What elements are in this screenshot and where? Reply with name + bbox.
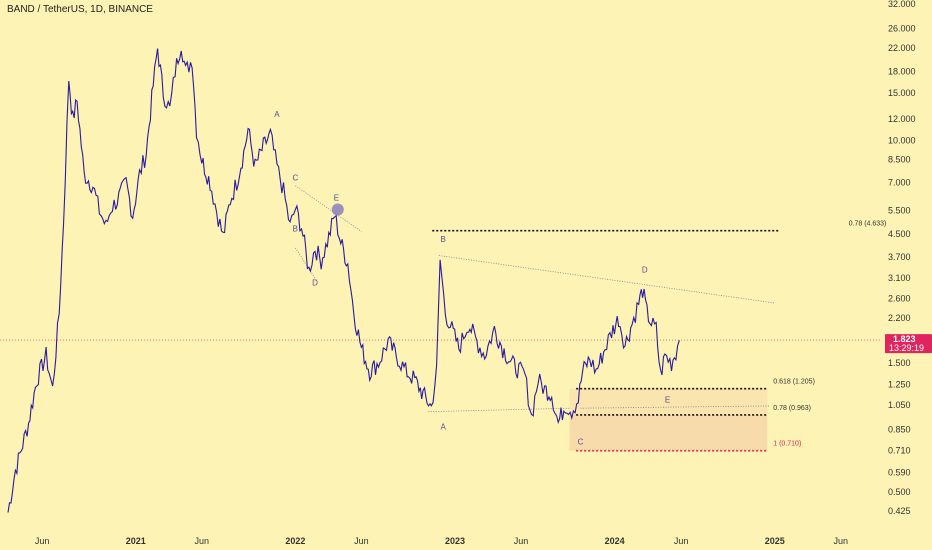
- x-tick-label: Jun: [674, 536, 689, 546]
- price-line: [7, 48, 680, 513]
- price-series: [7, 48, 680, 513]
- wave-label: D: [312, 279, 318, 288]
- wave-label: A: [441, 423, 447, 432]
- fib-level-label: 0.78 (4.633): [849, 221, 887, 228]
- y-tick-label: 2.600: [888, 293, 911, 303]
- y-tick-label: 1.500: [888, 358, 911, 368]
- y-tick-label: 2.200: [888, 313, 911, 323]
- y-tick-label: 0.500: [888, 487, 911, 497]
- y-tick-label: 1.050: [888, 400, 911, 410]
- zone-lower: [569, 414, 768, 451]
- y-tick-label: 3.700: [888, 252, 911, 262]
- y-tick-label: 5.500: [888, 206, 911, 216]
- wave-label: A: [274, 110, 280, 119]
- y-tick-label: 12.000: [888, 114, 916, 124]
- y-tick-label: 3.100: [888, 273, 911, 283]
- y-tick-label: 7.000: [888, 177, 911, 187]
- price-badge-value: 1.823: [893, 334, 916, 344]
- x-tick-label: 2021: [126, 536, 146, 546]
- y-tick-label: 10.000: [888, 135, 916, 145]
- wave-label: E: [334, 193, 339, 202]
- price-badge-countdown: 13:29:19: [889, 343, 924, 353]
- price-axis: 32.000 26.000 22.000 18.000 15.000 12.000 10.0…: [888, 0, 916, 516]
- trendline: [295, 247, 318, 282]
- y-tick-label: 22.000: [888, 43, 916, 53]
- wave-label: C: [578, 437, 584, 446]
- fib-level-label: 0.618 (1.205): [773, 379, 815, 386]
- x-tick-label: Jun: [35, 536, 50, 546]
- target-zones: [569, 388, 768, 451]
- y-tick-label: 26.000: [888, 23, 916, 33]
- x-tick-label: Jun: [194, 536, 209, 546]
- trendline: [438, 255, 775, 304]
- x-tick-label: Jun: [514, 536, 529, 546]
- y-tick-label: 15.000: [888, 88, 916, 98]
- trendlines: [295, 185, 775, 413]
- wave-label: B: [441, 235, 446, 244]
- wave-labels: A C B D E B A D C E: [274, 110, 670, 446]
- x-tick-label: Jun: [833, 536, 848, 546]
- fib-level-label: 1 (0.710): [773, 441, 801, 448]
- wave-label: E: [665, 396, 670, 405]
- wave-label: C: [292, 174, 298, 183]
- y-tick-label: 0.850: [888, 425, 911, 435]
- y-tick-label: 0.590: [888, 467, 911, 477]
- zone-upper: [569, 388, 768, 415]
- y-tick-label: 0.425: [888, 506, 911, 516]
- trendline: [428, 407, 570, 413]
- wave-label: B: [293, 225, 298, 234]
- x-tick-label: 2025: [765, 536, 785, 546]
- fib-levels: 0.78 (4.633) 0.618 (1.205) 0.78 (0.963) 1 (…: [0, 221, 887, 452]
- y-tick-label: 4.500: [888, 229, 911, 239]
- y-tick-label: 32.000: [888, 0, 916, 9]
- time-axis: Jun 2021 Jun 2022 Jun 2023 Jun 2024 Jun 2025 Jun: [35, 536, 848, 546]
- y-tick-label: 18.000: [888, 66, 916, 76]
- wave-label: D: [642, 265, 648, 274]
- price-badge-bg: [885, 334, 932, 354]
- y-tick-label: 0.710: [888, 446, 911, 456]
- x-tick-label: 2024: [605, 536, 625, 546]
- trendline: [295, 185, 362, 232]
- x-tick-label: 2023: [445, 536, 465, 546]
- highlight-marker: [331, 203, 344, 216]
- chart-title: BAND / TetherUS, 1D, BINANCE: [7, 4, 153, 15]
- y-tick-label: 8.500: [888, 154, 911, 164]
- y-tick-label: 1.250: [888, 379, 911, 389]
- x-tick-label: Jun: [354, 536, 369, 546]
- x-tick-label: 2022: [285, 536, 305, 546]
- fib-level-label: 0.78 (0.963): [773, 405, 811, 412]
